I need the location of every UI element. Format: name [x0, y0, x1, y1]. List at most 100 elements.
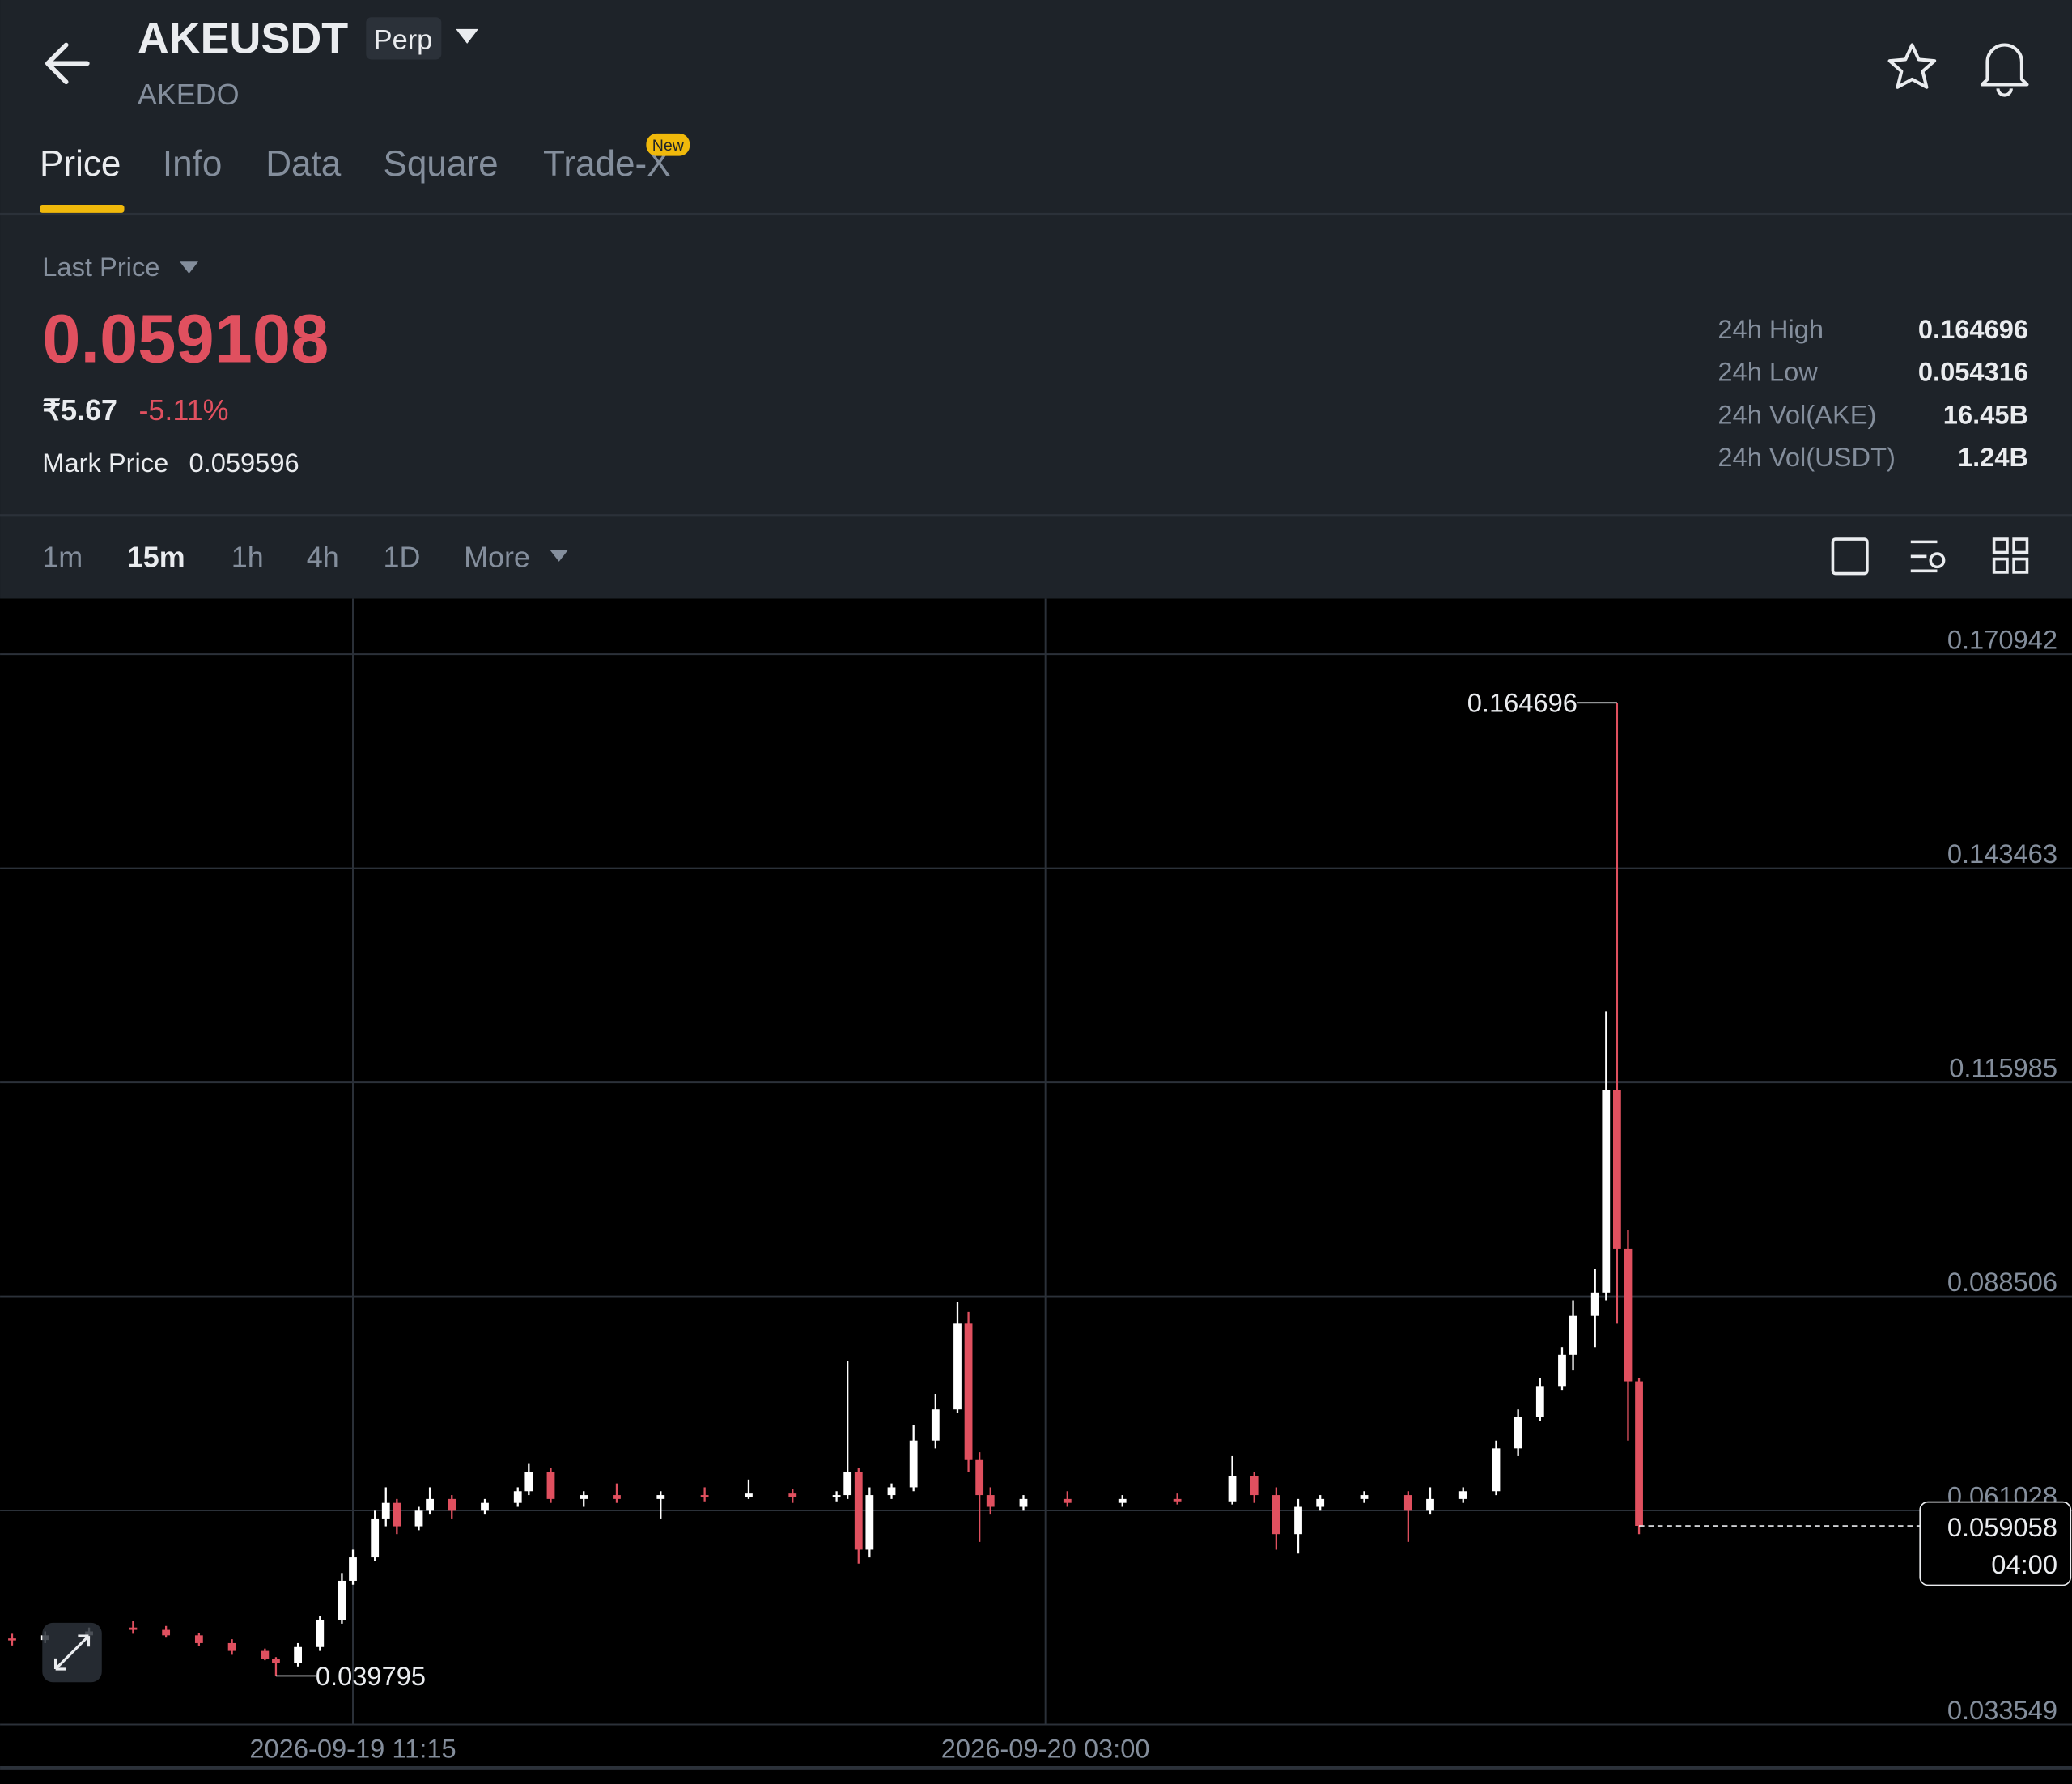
y-tick-label: 0.033549 [1947, 1695, 2057, 1725]
candle-body [1535, 1386, 1544, 1417]
candle-body [1590, 1292, 1599, 1316]
candle-body [1514, 1417, 1522, 1449]
candle-body [524, 1472, 533, 1492]
candle-body [1426, 1498, 1434, 1511]
candle-body [1624, 1248, 1633, 1382]
candle-body [953, 1323, 962, 1410]
candle-body [1558, 1354, 1566, 1387]
last-price-tag-bg [1919, 1501, 2072, 1586]
toolbar-icon-part [1929, 552, 1946, 569]
chart-toolbar [1831, 537, 2029, 576]
countdown: 04:00 [1991, 1549, 2057, 1579]
candle-body [656, 1495, 665, 1499]
candle-body [481, 1502, 489, 1511]
stat-value: 0.164696 [1918, 314, 2028, 344]
stat-value: 16.45B [1943, 399, 2028, 429]
favorite-button[interactable] [1887, 43, 1937, 89]
tab[interactable]: Data [265, 144, 342, 184]
tabs: Price Info Data Square Trade-X [40, 144, 671, 184]
active-tab-indicator [40, 205, 125, 213]
candle-body [909, 1440, 918, 1488]
dropdown-icon [180, 261, 198, 274]
candle-body [700, 1495, 709, 1497]
plot: 0.0335490.0610280.0885060.1159850.143463… [0, 598, 2072, 1763]
candle-body [843, 1472, 852, 1496]
candle-body [1019, 1498, 1028, 1507]
candle-body [381, 1502, 390, 1519]
interval[interactable]: 1h [231, 540, 264, 573]
interval[interactable]: More [464, 540, 530, 573]
interval[interactable]: 4h [307, 540, 339, 573]
candle-body [426, 1498, 434, 1511]
toolbar-button[interactable] [1910, 540, 1938, 573]
stat-label: 24h Vol(USDT) [1717, 442, 1896, 472]
candle-body [1635, 1381, 1643, 1527]
candle-body [887, 1487, 896, 1496]
candle-body [1272, 1495, 1280, 1535]
candle-body [986, 1495, 995, 1507]
candle-body [745, 1493, 753, 1497]
candle-body [448, 1498, 456, 1511]
candle-body [349, 1557, 357, 1581]
expand-icon [53, 1634, 91, 1671]
back-button[interactable] [45, 42, 90, 85]
y-tick-label: 0.170942 [1947, 625, 2057, 655]
candle-body [1458, 1491, 1467, 1499]
candle-body [832, 1495, 841, 1497]
mark-price-label: Mark Price [42, 448, 168, 478]
candle-body [162, 1629, 171, 1636]
candle-body [294, 1646, 303, 1663]
candle-body [338, 1580, 346, 1620]
last-price-tag: 0.059058 [1947, 1512, 2057, 1542]
symbol: AKEUSDT [138, 14, 348, 62]
candle-body [964, 1323, 973, 1460]
local-price: ₹5.67 [42, 393, 117, 427]
candle-body [1360, 1495, 1369, 1499]
stat-label: 24h High [1717, 314, 1824, 344]
symbol-name: AKEDO [138, 78, 240, 111]
new-badge: New [652, 137, 685, 155]
more-dropdown-icon [550, 550, 569, 562]
candle-body [1250, 1476, 1259, 1496]
candle-body [1403, 1495, 1412, 1511]
last-price: 0.059108 [42, 299, 329, 376]
candle-body [1294, 1506, 1302, 1535]
x-tick-label: 2026-09-19 11:15 [249, 1733, 456, 1763]
candle-body [1492, 1448, 1501, 1492]
price-change: -5.11% [138, 393, 228, 427]
candle-body [1612, 1090, 1621, 1249]
candle-body [854, 1472, 863, 1550]
tab[interactable]: Square [383, 144, 498, 184]
candle-body [393, 1502, 401, 1527]
tab[interactable]: Info [163, 144, 223, 184]
candle-body [865, 1495, 874, 1550]
chart-bg [0, 598, 2072, 1784]
stat-value: 0.054316 [1918, 357, 2028, 387]
interval[interactable]: 1m [42, 540, 83, 573]
low-label: 0.039795 [316, 1661, 426, 1691]
interval[interactable]: 1D [383, 540, 420, 573]
mark-price: 0.059596 [189, 448, 299, 478]
candle-body [1173, 1498, 1182, 1502]
candle-body [1316, 1498, 1325, 1507]
y-tick-label: 0.088506 [1947, 1267, 2057, 1297]
candle-body [975, 1459, 984, 1496]
high-label: 0.164696 [1467, 688, 1577, 718]
toolbar-button[interactable] [1831, 537, 1869, 576]
header-bg [0, 0, 2072, 599]
perp-badge-bg [366, 17, 442, 60]
alert-button[interactable] [1980, 43, 2029, 97]
x-tick-label: 2026-09-20 03:00 [941, 1733, 1150, 1763]
perp-badge: Perp [374, 24, 432, 55]
interval[interactable]: 15m [127, 540, 185, 573]
candle-body [613, 1495, 621, 1499]
intervals: 1m 15m 1h 4h 1D More [42, 540, 530, 573]
stats: 24h High 0.164696 24h Low 0.054316 24h Vol(A… [1717, 314, 2028, 472]
tab[interactable]: Price [40, 144, 121, 184]
candle-body [8, 1638, 16, 1641]
symbol-dropdown[interactable] [456, 28, 479, 44]
last-price-label[interactable]: Last Price [42, 252, 159, 282]
toolbar-button[interactable] [1992, 537, 2029, 574]
